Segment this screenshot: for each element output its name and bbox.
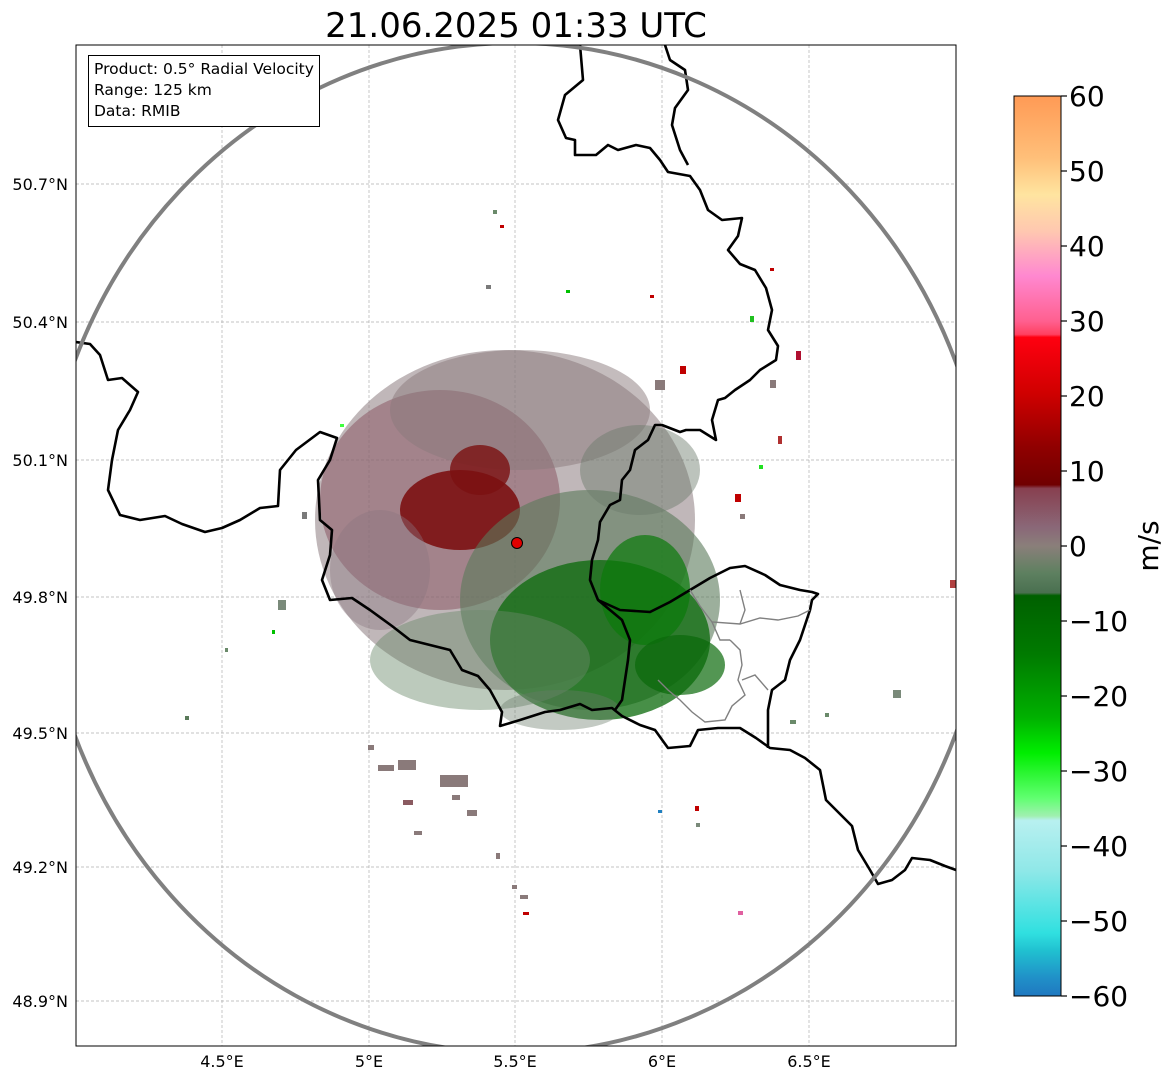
lon-tick-label: 6°E xyxy=(648,1052,676,1071)
lon-tick-label: 6.5°E xyxy=(787,1052,831,1071)
colorbar-tick-label: 0 xyxy=(1069,530,1087,563)
lat-tick-label: 50.7°N xyxy=(12,175,68,194)
lon-tick-label: 5.5°E xyxy=(493,1052,537,1071)
colorbar-unit-label: m/s xyxy=(1132,520,1165,571)
info-box: Product: 0.5° Radial Velocity Range: 125… xyxy=(88,55,320,127)
region-borders xyxy=(657,589,811,723)
lon-tick-label: 5°E xyxy=(355,1052,383,1071)
lat-tick-label: 49.8°N xyxy=(12,588,68,607)
colorbar-tick-label: −60 xyxy=(1069,980,1128,1013)
colorbar-tick-label: −40 xyxy=(1069,830,1128,863)
lat-tick-label: 49.5°N xyxy=(12,724,68,743)
colorbar-tick-label: −50 xyxy=(1069,905,1128,938)
colorbar-tick-label: 40 xyxy=(1069,230,1105,263)
colorbar-tick-label: −20 xyxy=(1069,680,1128,713)
lat-tick-label: 50.1°N xyxy=(12,451,68,470)
colorbar-tick-label: −10 xyxy=(1069,605,1128,638)
info-source: Data: RMIB xyxy=(94,102,181,120)
lat-tick-label: 49.2°N xyxy=(12,858,68,877)
lon-tick-label: 4.5°E xyxy=(200,1052,244,1071)
colorbar-tick-label: 30 xyxy=(1069,305,1105,338)
lat-tick-label: 50.4°N xyxy=(12,313,68,332)
colorbar-tick-label: 10 xyxy=(1069,455,1105,488)
info-range: Range: 125 km xyxy=(94,81,212,99)
velocity-echoes xyxy=(185,210,956,915)
radar-site-marker[interactable] xyxy=(511,537,523,549)
colorbar-tick-label: 20 xyxy=(1069,380,1105,413)
colorbar-tick-label: 60 xyxy=(1069,80,1105,113)
colorbar-ticks xyxy=(1061,95,1067,997)
colorbar-tick-label: 50 xyxy=(1069,155,1105,188)
colorbar-tick-label: −30 xyxy=(1069,755,1128,788)
lat-tick-label: 48.9°N xyxy=(12,992,68,1011)
country-borders xyxy=(76,45,956,886)
plot-frame xyxy=(75,44,957,1047)
colorbar xyxy=(1013,95,1062,997)
info-product: Product: 0.5° Radial Velocity xyxy=(94,60,314,78)
map-title: 21.06.2025 01:33 UTC xyxy=(325,6,707,46)
